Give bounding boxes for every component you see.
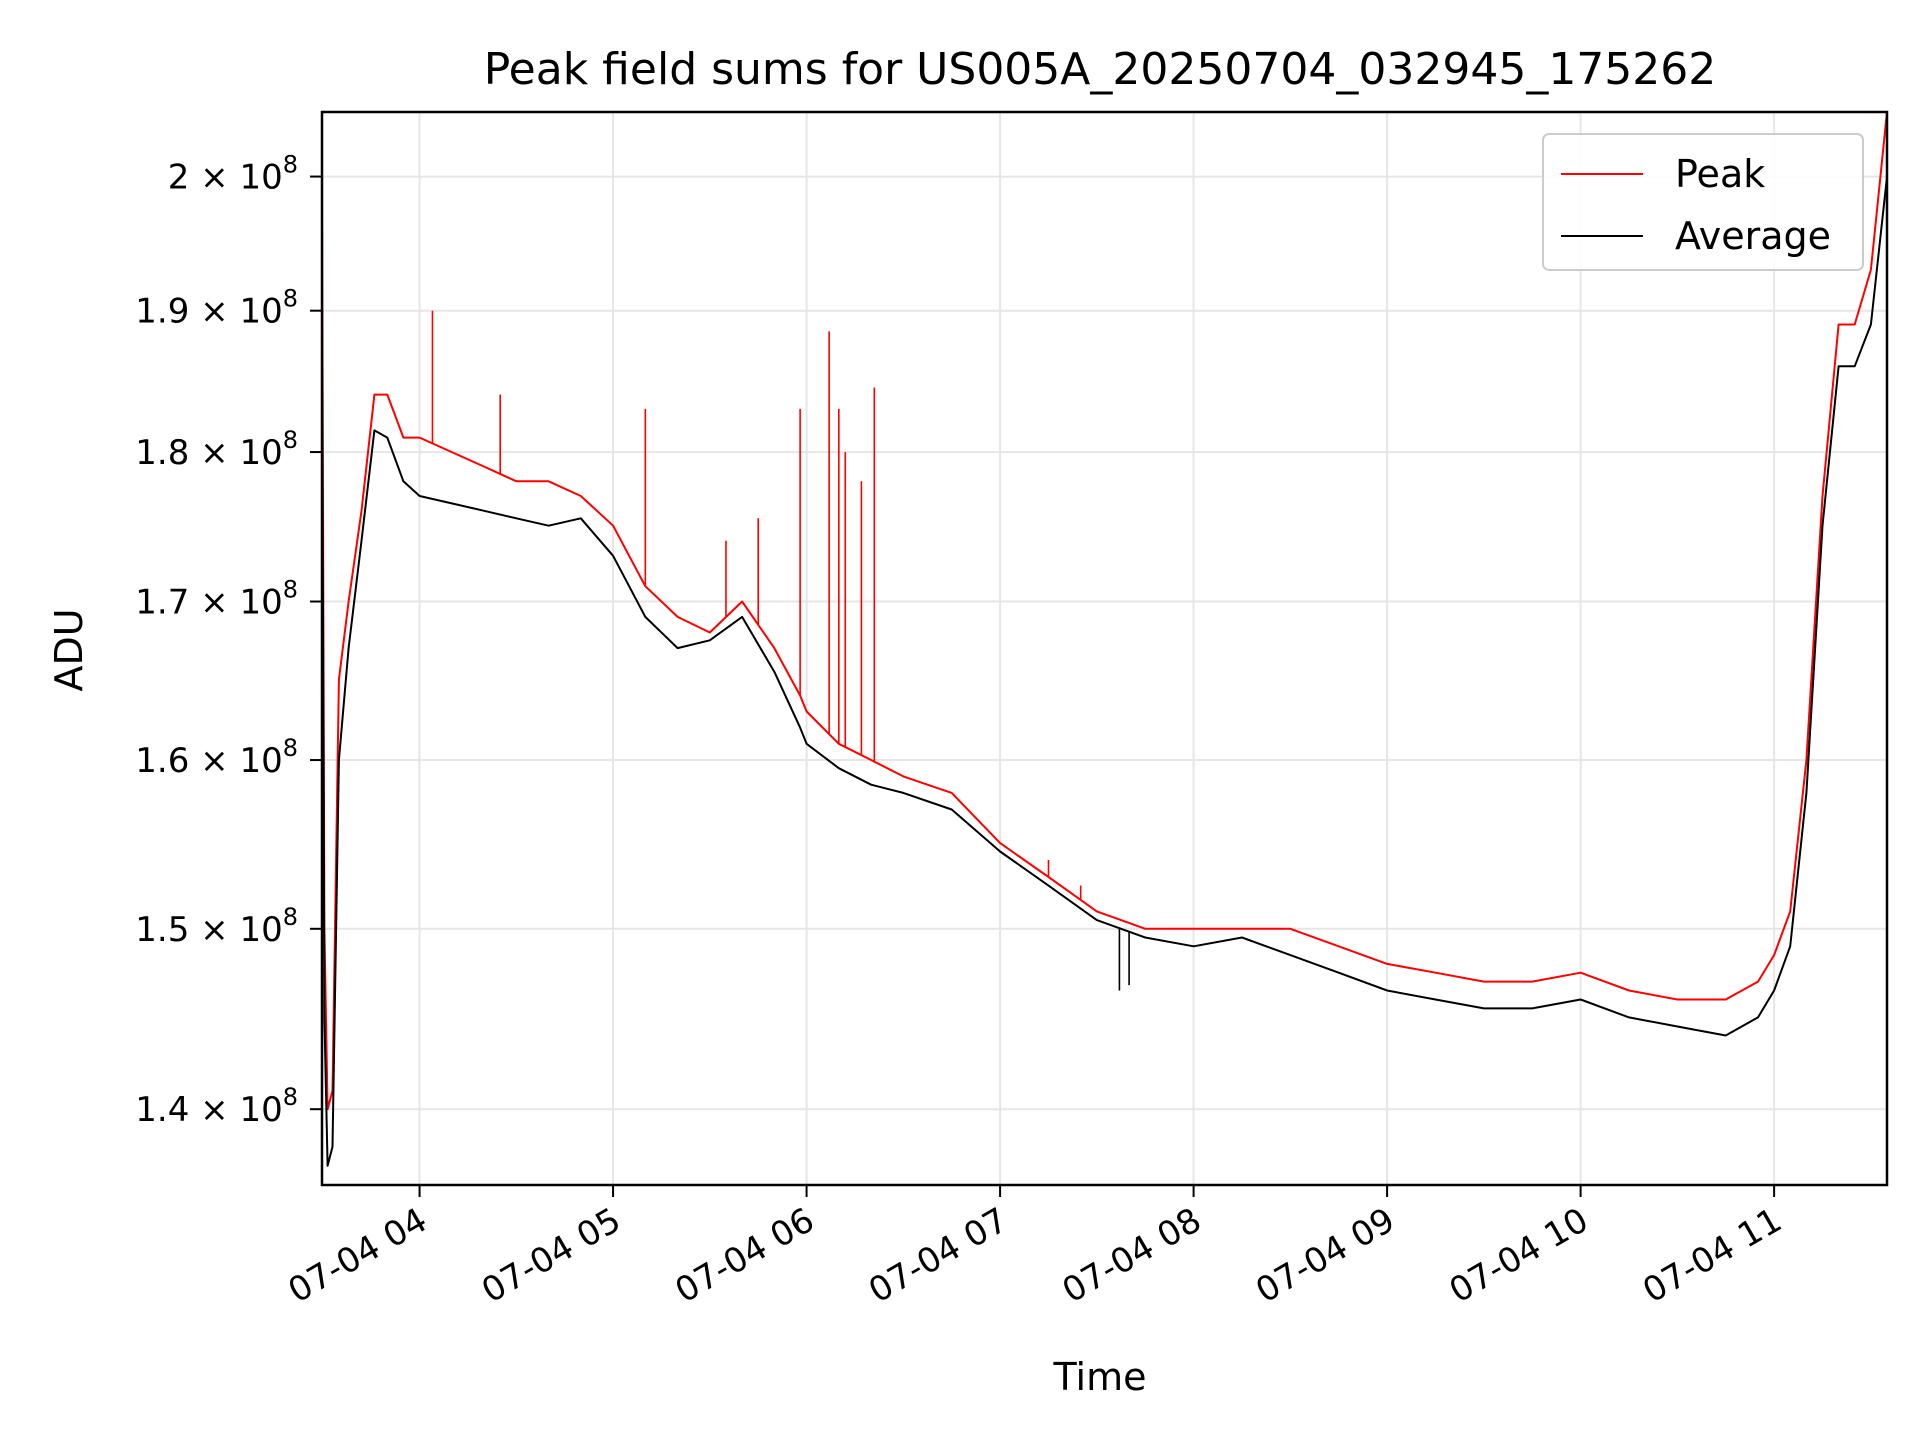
y-tick-label: 1.4 × 108: [135, 1083, 298, 1130]
x-tick-label: 07-04 04: [282, 1200, 434, 1311]
x-tick-label: 07-04 06: [669, 1200, 821, 1311]
y-tick-label: 1.6 × 108: [135, 734, 298, 781]
x-tick-label: 07-04 11: [1636, 1200, 1788, 1311]
plot-frame: [320, 110, 1889, 1187]
series-line-average: [321, 176, 1888, 1167]
legend-label-peak: Peak: [1675, 152, 1765, 196]
grid: [322, 112, 1887, 1185]
series-layer: [321, 111, 1888, 1167]
x-tick-label: 07-04 09: [1249, 1200, 1401, 1311]
x-tick-label: 07-04 10: [1443, 1200, 1595, 1311]
x-axis: 07-04 04 07-04 05 07-04 06 07-04 07 07-04 08…: [282, 1185, 1789, 1311]
series-line-peak: [321, 111, 1888, 1111]
legend: Peak Average: [1542, 133, 1864, 271]
x-tick-label: 07-04 05: [475, 1200, 627, 1311]
y-tick-label: 1.7 × 108: [135, 576, 298, 623]
x-tick-label: 07-04 08: [1056, 1200, 1208, 1311]
legend-label-average: Average: [1675, 214, 1831, 258]
y-tick-label: 1.9 × 108: [135, 285, 298, 332]
x-axis-label: Time: [1053, 1355, 1147, 1399]
plot-area: [321, 111, 1888, 1167]
y-tick-label: 1.8 × 108: [135, 426, 298, 473]
y-axis-label: ADU: [47, 608, 91, 691]
x-tick-label: 07-04 07: [862, 1200, 1014, 1311]
y-tick-label: 2 × 108: [168, 151, 298, 198]
y-axis: 1.4 × 108 1.5 × 108 1.6 × 108 1.7 × 108 1.8 …: [135, 151, 322, 1130]
y-tick-label: 1.5 × 108: [135, 903, 298, 950]
chart-title: Peak field sums for US005A_20250704_0329…: [484, 44, 1717, 95]
